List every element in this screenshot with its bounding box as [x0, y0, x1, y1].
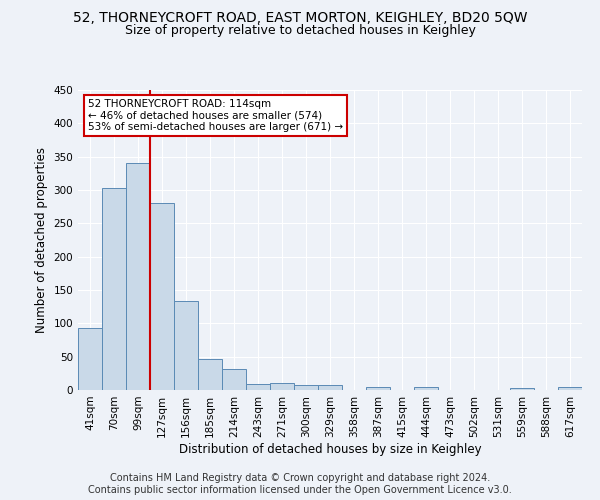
Bar [150, 204, 174, 390]
X-axis label: Distribution of detached houses by size in Keighley: Distribution of detached houses by size … [179, 442, 481, 456]
Bar [126, 164, 150, 390]
Text: 52 THORNEYCROFT ROAD: 114sqm
← 46% of detached houses are smaller (574)
53% of s: 52 THORNEYCROFT ROAD: 114sqm ← 46% of de… [88, 99, 343, 132]
Bar [198, 358, 222, 390]
Text: Contains HM Land Registry data © Crown copyright and database right 2024.
Contai: Contains HM Land Registry data © Crown c… [88, 474, 512, 495]
Bar [558, 388, 582, 390]
Bar [414, 388, 438, 390]
Bar [318, 384, 342, 390]
Bar [174, 302, 198, 390]
Bar [222, 368, 246, 390]
Bar [270, 384, 294, 390]
Bar [78, 328, 102, 390]
Y-axis label: Number of detached properties: Number of detached properties [35, 147, 48, 333]
Bar [510, 388, 534, 390]
Bar [366, 388, 390, 390]
Text: Size of property relative to detached houses in Keighley: Size of property relative to detached ho… [125, 24, 475, 37]
Text: 52, THORNEYCROFT ROAD, EAST MORTON, KEIGHLEY, BD20 5QW: 52, THORNEYCROFT ROAD, EAST MORTON, KEIG… [73, 11, 527, 25]
Bar [102, 188, 126, 390]
Bar [246, 384, 270, 390]
Bar [294, 386, 318, 390]
